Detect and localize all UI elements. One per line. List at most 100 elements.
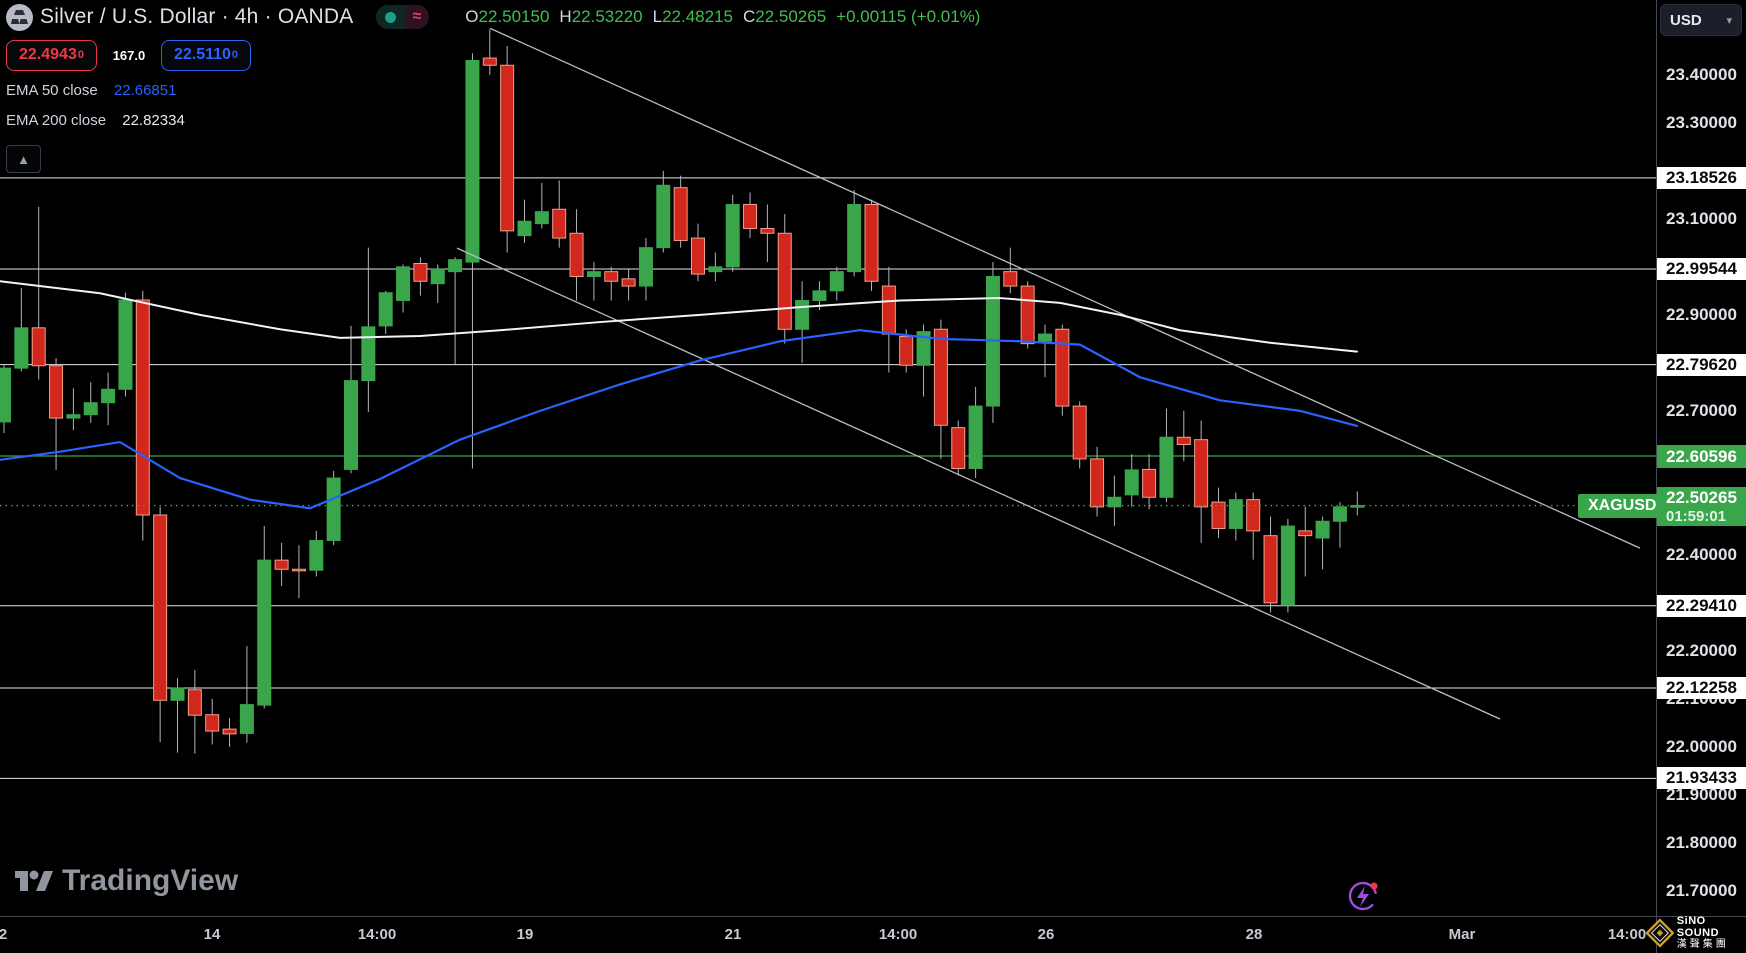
candle-up[interactable] <box>1124 469 1139 496</box>
candle-down[interactable] <box>135 299 150 516</box>
candle-up[interactable] <box>916 331 931 366</box>
candle-up[interactable] <box>638 247 653 287</box>
candle-up[interactable] <box>795 299 810 330</box>
candle-down[interactable] <box>1263 535 1278 604</box>
candle-down[interactable] <box>881 285 896 335</box>
candle-down[interactable] <box>743 203 758 229</box>
candle-down[interactable] <box>933 328 948 426</box>
indicator-ema50[interactable]: EMA 50 close 22.66851 <box>6 82 980 101</box>
candle-up[interactable] <box>118 299 133 390</box>
candle-up[interactable] <box>534 211 549 225</box>
silver-symbol-icon[interactable] <box>6 3 33 31</box>
candle-down[interactable] <box>864 203 879 282</box>
ema50-line[interactable] <box>0 329 1359 510</box>
market-status-toggle[interactable]: ≈ <box>375 5 430 29</box>
candle-down[interactable] <box>222 728 237 735</box>
candle-down[interactable] <box>569 232 584 277</box>
candle-down[interactable] <box>1055 328 1070 407</box>
candle-up[interactable] <box>0 367 11 423</box>
candle-down[interactable] <box>482 57 497 66</box>
candle-down[interactable] <box>1211 501 1226 529</box>
candle-up[interactable] <box>968 405 983 469</box>
candle-down[interactable] <box>951 427 966 469</box>
sell-button[interactable]: 22.4943 0 <box>6 39 97 71</box>
symbol-title[interactable]: Silver / U.S. Dollar · 4h · OANDA <box>40 5 354 28</box>
lightning-icon <box>1348 881 1378 911</box>
candle-up[interactable] <box>725 203 740 268</box>
ema200-line[interactable] <box>0 280 1358 353</box>
candle-down[interactable] <box>1176 436 1191 445</box>
buy-button[interactable]: 22.5110 0 <box>160 39 252 71</box>
candle-up[interactable] <box>708 266 723 273</box>
candle-down[interactable] <box>413 263 428 282</box>
candle-down[interactable] <box>49 365 64 419</box>
quick-trade-button[interactable] <box>1346 877 1382 913</box>
candle-up[interactable] <box>14 327 29 369</box>
descending-channel-lower[interactable] <box>456 247 1501 720</box>
candle-down[interactable] <box>1194 439 1209 508</box>
candle-down[interactable] <box>1142 468 1157 498</box>
candle-down[interactable] <box>291 568 306 572</box>
candle-down[interactable] <box>1298 530 1313 537</box>
candle-down[interactable] <box>500 64 515 232</box>
candle-up[interactable] <box>829 271 844 292</box>
candle-up[interactable] <box>361 326 376 382</box>
candle-up[interactable] <box>1350 505 1365 508</box>
collapse-legend-button[interactable]: ▲ <box>6 145 41 173</box>
price-axis[interactable]: USD ▾ 23.40000 23.30000 23.10000 22.90000 22… <box>1657 0 1746 916</box>
candle-up[interactable] <box>448 259 463 273</box>
candle-up[interactable] <box>170 687 185 701</box>
candle-up[interactable] <box>1038 333 1052 342</box>
candle-up[interactable] <box>1280 525 1295 606</box>
candle-down[interactable] <box>673 187 688 241</box>
candle-up[interactable] <box>378 292 393 327</box>
candle-up[interactable] <box>812 290 827 301</box>
candle-down[interactable] <box>205 714 220 732</box>
candle-up[interactable] <box>430 268 445 285</box>
candle-up[interactable] <box>309 539 324 571</box>
candle-down[interactable] <box>1090 458 1105 508</box>
chart-plot-area[interactable]: Silver / U.S. Dollar · 4h · OANDA ≈ O 22.… <box>0 0 1667 916</box>
descending-channel-upper[interactable] <box>489 27 1641 549</box>
axis-vertical-separator <box>1656 0 1657 953</box>
candle-down[interactable] <box>1246 499 1261 532</box>
candle-up[interactable] <box>83 402 98 416</box>
indicator-ema200[interactable]: EMA 200 close 22.82334 <box>6 112 980 131</box>
candle-up[interactable] <box>101 388 116 404</box>
candle-down[interactable] <box>187 689 202 716</box>
candle-down[interactable] <box>153 514 168 701</box>
candle-up[interactable] <box>344 380 358 470</box>
candle-down[interactable] <box>31 327 46 367</box>
candlestick-chart[interactable] <box>0 0 1656 916</box>
candle-up[interactable] <box>1228 499 1243 529</box>
candle-up[interactable] <box>257 559 272 706</box>
candle-up[interactable] <box>396 266 411 301</box>
candle-up[interactable] <box>465 59 480 263</box>
candle-down[interactable] <box>274 559 289 570</box>
candle-up[interactable] <box>239 704 254 734</box>
candle-up[interactable] <box>326 477 341 541</box>
candle-down[interactable] <box>899 335 914 366</box>
time-tick-label: 14:00 <box>357 926 397 943</box>
time-axis[interactable]: 2 14 14:00 19 21 14:00 26 28 Mar 14:00 <box>0 917 1656 953</box>
candle-down[interactable] <box>1020 285 1035 345</box>
candle-down[interactable] <box>621 278 636 287</box>
candle-up[interactable] <box>847 203 862 273</box>
candle-down[interactable] <box>691 237 705 275</box>
price-level-label: 21.93433 <box>1657 767 1746 790</box>
candle-up[interactable] <box>1107 496 1122 508</box>
candle-down[interactable] <box>760 227 775 234</box>
candle-up[interactable] <box>1332 506 1347 522</box>
candle-down[interactable] <box>604 271 619 282</box>
candle-up[interactable] <box>1159 436 1174 498</box>
candle-up[interactable] <box>66 414 81 419</box>
currency-selector-button[interactable]: USD ▾ <box>1660 4 1742 36</box>
candle-down[interactable] <box>1003 271 1018 287</box>
candle-up[interactable] <box>586 271 601 277</box>
candle-down[interactable] <box>552 208 567 239</box>
candle-up[interactable] <box>1315 520 1330 539</box>
candle-down[interactable] <box>777 232 792 330</box>
candle-down[interactable] <box>1072 405 1087 460</box>
candle-up[interactable] <box>656 184 671 249</box>
candle-up[interactable] <box>517 220 532 237</box>
